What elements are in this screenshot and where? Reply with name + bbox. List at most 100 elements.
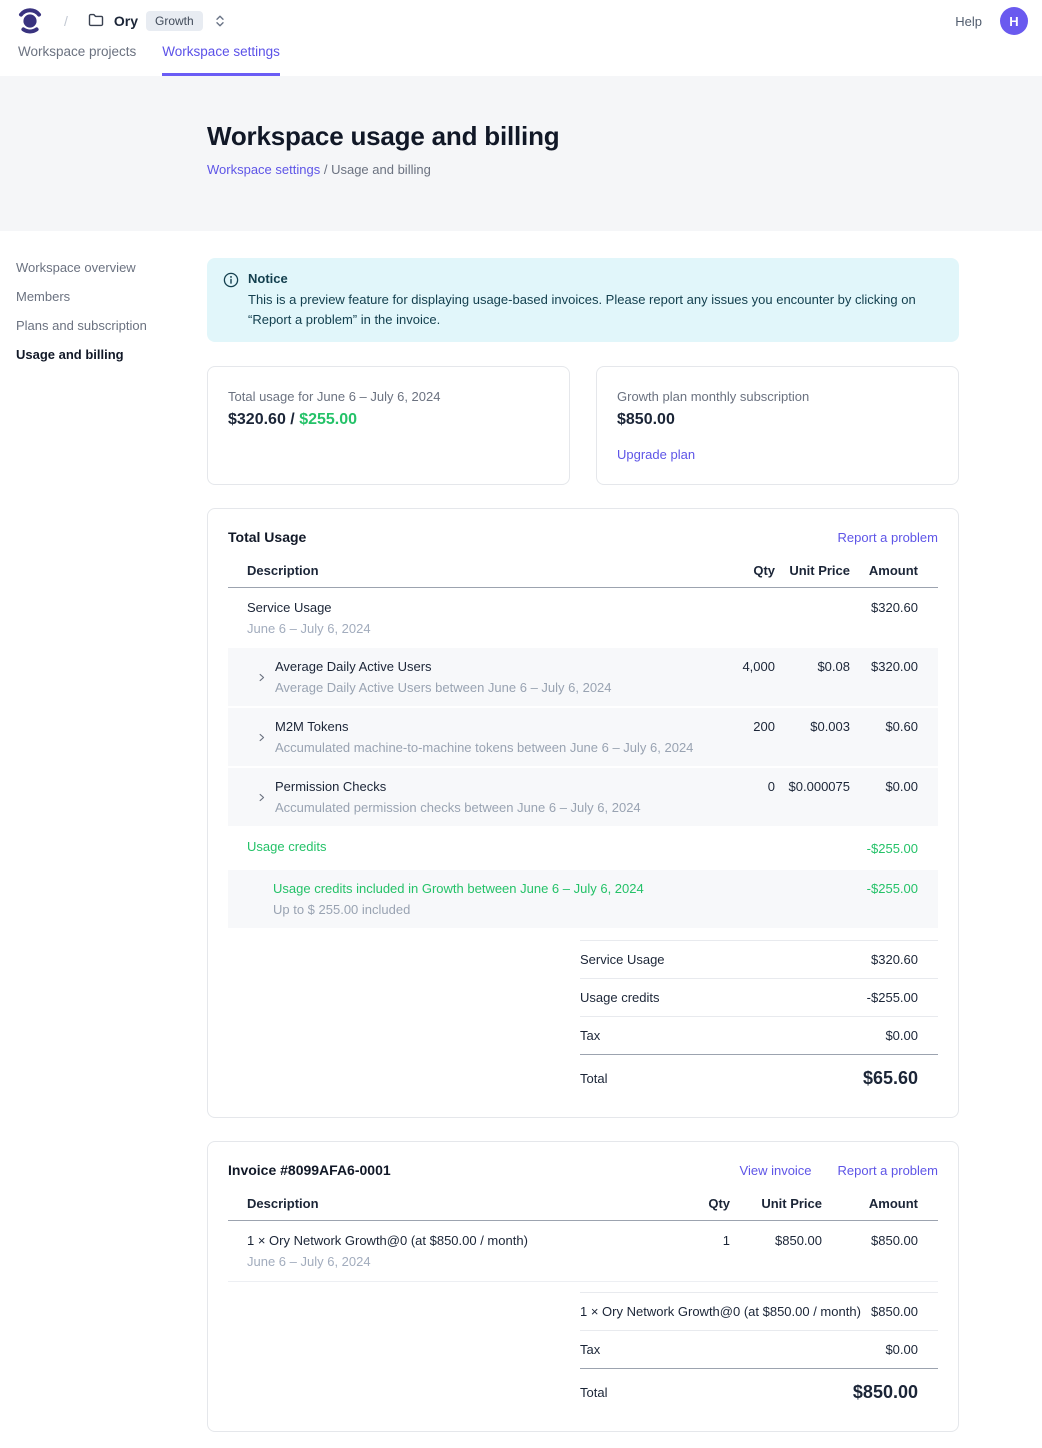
- sidebar-item-workspace-overview[interactable]: Workspace overview: [16, 260, 136, 275]
- summary-label: Service Usage: [580, 952, 665, 967]
- table-row: Usage credits included in Growth between…: [228, 870, 938, 930]
- column-qty: Qty: [708, 1196, 730, 1211]
- help-link[interactable]: Help: [955, 13, 982, 29]
- column-description: Description: [247, 563, 319, 578]
- total-usage-label: Total usage for June 6 – July 6, 2024: [228, 389, 441, 404]
- summary-label: Tax: [580, 1028, 601, 1043]
- summary-label: Tax: [580, 1342, 601, 1357]
- row-qty: 0: [767, 779, 775, 794]
- tab-workspace-projects[interactable]: Workspace projects: [18, 44, 137, 59]
- breadcrumb-parent-link[interactable]: Workspace settings: [207, 162, 321, 177]
- row-amount: $320.60: [871, 600, 918, 615]
- row-amount: -$255.00: [866, 841, 918, 856]
- row-amount: $320.00: [871, 659, 918, 674]
- sidebar-item-plans-and-subscription[interactable]: Plans and subscription: [16, 318, 147, 333]
- row-unit-price: $0.08: [817, 659, 850, 674]
- summary-value: $0.00: [885, 1028, 918, 1043]
- invoice-panel: Invoice #8099AFA6-0001 View invoice Repo…: [207, 1141, 959, 1432]
- summary-row: 1 × Ory Network Growth@0 (at $850.00 / m…: [580, 1292, 938, 1330]
- row-unit-price: $0.000075: [788, 779, 850, 794]
- total-usage-panel: Total Usage Report a problem Description…: [207, 508, 959, 1118]
- row-name: Service Usage: [247, 600, 332, 615]
- row-qty: 1: [722, 1233, 730, 1248]
- row-name: 1 × Ory Network Growth@0 (at $850.00 / m…: [247, 1233, 528, 1248]
- ory-logo-icon[interactable]: [18, 6, 42, 36]
- folder-icon: [88, 13, 104, 30]
- sidebar-item-members[interactable]: Members: [16, 289, 71, 304]
- column-unit-price: Unit Price: [761, 1196, 822, 1211]
- upgrade-plan-link[interactable]: Upgrade plan: [617, 447, 696, 462]
- row-unit-price: $0.003: [810, 719, 850, 734]
- column-qty: Qty: [753, 563, 775, 578]
- breadcrumb-current: Usage and billing: [331, 162, 431, 177]
- summary-value: $0.00: [885, 1342, 918, 1357]
- total-label: Total: [580, 1385, 608, 1400]
- row-period: June 6 – July 6, 2024: [247, 621, 371, 636]
- row-description: Average Daily Active Users between June …: [275, 680, 612, 695]
- column-unit-price: Unit Price: [789, 563, 850, 578]
- report-problem-link[interactable]: Report a problem: [837, 1162, 938, 1178]
- amount-separator: /: [285, 411, 300, 428]
- table-header: Description Qty Unit Price Amount: [228, 1196, 938, 1221]
- row-name: Usage credits included in Growth between…: [273, 881, 644, 896]
- included-credit-amount: $255.00: [299, 411, 358, 428]
- subscription-card: Growth plan monthly subscription $850.00…: [596, 366, 959, 485]
- usage-summary: Service Usage $320.60 Usage credits -$25…: [580, 940, 938, 1095]
- row-name: Permission Checks: [275, 779, 387, 794]
- workspace-switcher[interactable]: Ory Growth: [88, 11, 225, 31]
- notice-title: Notice: [248, 271, 288, 286]
- page-header: Workspace usage and billing Workspace se…: [0, 76, 1042, 231]
- row-qty: 200: [753, 719, 775, 734]
- row-unit-price: $850.00: [775, 1233, 822, 1248]
- table-row: Usage credits -$255.00: [228, 828, 938, 870]
- notice-body: This is a preview feature for displaying…: [248, 292, 916, 327]
- total-label: Total: [580, 1071, 608, 1086]
- view-invoice-link[interactable]: View invoice: [739, 1162, 812, 1178]
- table-header: Description Qty Unit Price Amount: [228, 563, 938, 588]
- workspace-name: Ory: [113, 13, 139, 29]
- row-amount: $0.60: [885, 719, 918, 734]
- chevron-right-icon[interactable]: [256, 792, 267, 803]
- table-row: 1 × Ory Network Growth@0 (at $850.00 / m…: [228, 1221, 938, 1282]
- total-value: $850.00: [852, 1382, 918, 1402]
- table-row-expandable[interactable]: Average Daily Active Users Average Daily…: [228, 648, 938, 708]
- report-problem-link[interactable]: Report a problem: [837, 529, 938, 545]
- info-icon: [223, 272, 239, 329]
- table-row: Service Usage June 6 – July 6, 2024 $320…: [228, 588, 938, 648]
- invoice-title: Invoice #8099AFA6-0001: [228, 1162, 391, 1178]
- summary-row: Service Usage $320.60: [580, 940, 938, 978]
- sidebar-item-usage-and-billing[interactable]: Usage and billing: [16, 347, 124, 362]
- invoice-summary: 1 × Ory Network Growth@0 (at $850.00 / m…: [580, 1292, 938, 1409]
- chevron-right-icon[interactable]: [256, 672, 267, 683]
- column-description: Description: [247, 1196, 319, 1211]
- chevron-updown-icon[interactable]: [215, 14, 225, 28]
- breadcrumb: Workspace settings / Usage and billing: [207, 162, 1042, 177]
- settings-sidenav: Workspace overview Members Plans and sub…: [16, 260, 191, 376]
- row-name: Usage credits: [247, 839, 327, 854]
- total-usage-amount: $320.60 / $255.00: [228, 411, 549, 429]
- tab-workspace-settings[interactable]: Workspace settings: [162, 42, 280, 76]
- summary-row: Usage credits -$255.00: [580, 978, 938, 1016]
- top-bar: / Ory Growth Help H: [0, 0, 1042, 42]
- row-period: June 6 – July 6, 2024: [247, 1254, 371, 1269]
- notice-banner: Notice This is a preview feature for dis…: [207, 258, 959, 342]
- page-title: Workspace usage and billing: [207, 121, 560, 151]
- total-value: $65.60: [862, 1068, 918, 1088]
- table-row-expandable[interactable]: M2M Tokens Accumulated machine-to-machin…: [228, 708, 938, 768]
- table-row-expandable[interactable]: Permission Checks Accumulated permission…: [228, 768, 938, 828]
- summary-total-row: Total $850.00: [580, 1368, 938, 1409]
- breadcrumb-separator: /: [323, 162, 328, 177]
- row-description: Accumulated permission checks between Ju…: [275, 800, 641, 815]
- summary-value: -$255.00: [866, 990, 918, 1005]
- row-description: Accumulated machine-to-machine tokens be…: [275, 740, 694, 755]
- avatar[interactable]: H: [1000, 7, 1028, 35]
- summary-row: Tax $0.00: [580, 1016, 938, 1054]
- summary-label: 1 × Ory Network Growth@0 (at $850.00 / m…: [580, 1304, 861, 1319]
- summary-row: Tax $0.00: [580, 1330, 938, 1368]
- chevron-right-icon[interactable]: [256, 732, 267, 743]
- row-amount: -$255.00: [866, 881, 918, 896]
- row-name: Average Daily Active Users: [275, 659, 432, 674]
- plan-badge: Growth: [146, 11, 203, 31]
- column-amount: Amount: [868, 563, 918, 578]
- subscription-label: Growth plan monthly subscription: [617, 389, 810, 404]
